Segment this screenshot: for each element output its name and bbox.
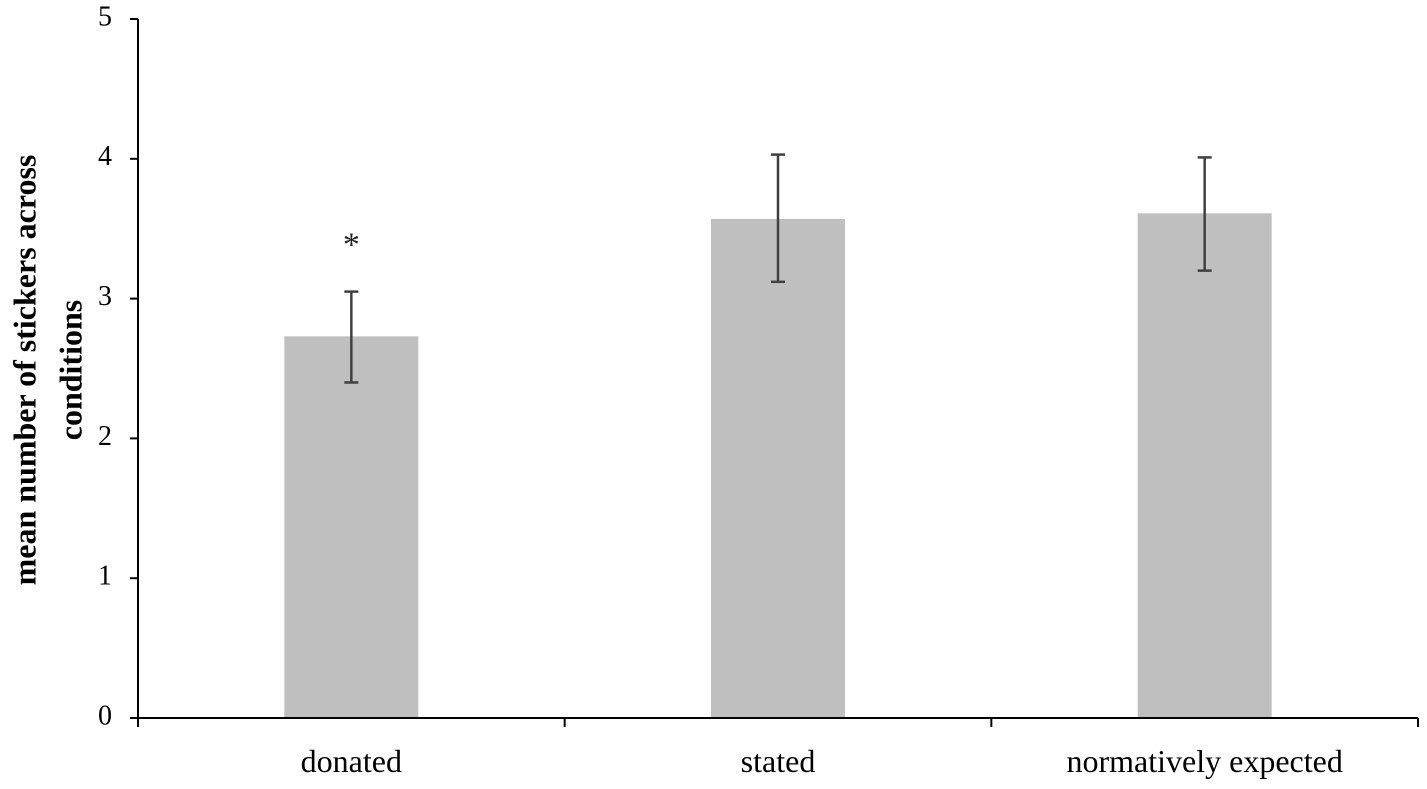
- error-bar-1: [771, 153, 785, 284]
- error-bar-2: [1197, 156, 1212, 272]
- y-tick-label-4: 4: [98, 141, 112, 172]
- category-label-0: donated: [301, 743, 402, 779]
- bar-1: [711, 218, 845, 718]
- y-tick-label-0: 0: [98, 700, 112, 731]
- category-label-2: normatively expected: [1067, 743, 1343, 779]
- axes-layer: [130, 18, 1419, 727]
- bar-0: [284, 336, 419, 718]
- significance-annotation-0: *: [343, 227, 360, 264]
- y-tick-label-2: 2: [98, 421, 112, 452]
- y-tick-label-5: 5: [98, 1, 112, 32]
- category-label-1: stated: [741, 743, 816, 779]
- annotations-layer: *: [343, 227, 360, 264]
- y-axis-title-line-2: conditions: [52, 300, 88, 440]
- y-axis-title-line-1: mean number of stickers across: [6, 155, 42, 586]
- y-tick-label-3: 3: [98, 281, 112, 312]
- y-tick-label-1: 1: [98, 561, 112, 592]
- labels-layer: donated stated normatively expected 0 1 2 3 4 5: [98, 1, 1343, 779]
- bar-2: [1137, 213, 1272, 718]
- error-bars-layer: [344, 153, 1212, 384]
- error-bar-0: [344, 290, 359, 384]
- bars-layer: [284, 213, 1272, 718]
